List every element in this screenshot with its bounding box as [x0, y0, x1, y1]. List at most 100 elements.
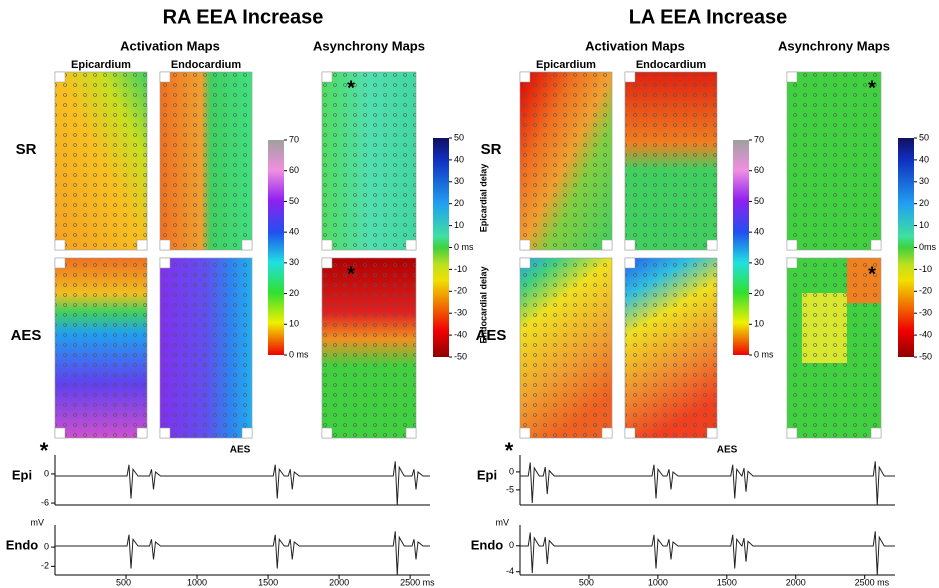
- colorbar-tick-label: -30: [454, 308, 467, 318]
- trace-label: Epi: [12, 467, 32, 482]
- electrode-grid: [624, 71, 718, 251]
- electrode-grid: [786, 257, 882, 439]
- colorbar-tick-label: 30: [919, 176, 929, 186]
- asterisk: *: [347, 263, 355, 285]
- row-label: SR: [16, 141, 37, 158]
- colorbar-tick-label: 30: [754, 257, 764, 267]
- activation-colorbar: [268, 140, 284, 355]
- colorbar-tick-label: 70: [289, 134, 299, 144]
- corner-blank: [54, 257, 66, 269]
- colorbar-tick-label: 10: [754, 319, 764, 329]
- electrode-grid: [786, 71, 882, 251]
- egm-trace: [55, 531, 430, 576]
- corner-blank: [405, 427, 417, 439]
- colorbar-tick-label: 40: [754, 227, 764, 237]
- colorbar-tick-label: 0 ms: [289, 349, 309, 359]
- corner-blank: [519, 257, 531, 269]
- delay-label: Endocardial delay: [478, 266, 488, 343]
- colorbar-tick-label: -10: [919, 264, 932, 274]
- corner-blank: [54, 71, 66, 83]
- corner-blank: [54, 427, 66, 439]
- y-tick-label: 0: [44, 541, 49, 551]
- column-label: Epicardium: [536, 59, 596, 71]
- trace-label: Epi: [477, 467, 497, 482]
- trace-annotation: AES: [717, 445, 738, 456]
- corner-blank: [519, 239, 531, 251]
- corner-blank: [624, 257, 636, 269]
- corner-blank: [870, 427, 882, 439]
- trace-label: Endo: [471, 537, 504, 552]
- colorbar-tick-label: 50: [454, 132, 464, 142]
- corner-blank: [601, 239, 613, 251]
- activation-colorbar: [733, 140, 749, 355]
- egm-trace: [520, 531, 895, 576]
- unit-label: mV: [31, 517, 45, 527]
- electrode-grid: [519, 257, 613, 439]
- x-tick-label: 500: [579, 577, 594, 587]
- colorbar-tick-label: 40: [919, 154, 929, 164]
- section-title: Activation Maps: [120, 38, 220, 53]
- colorbar-tick-label: 20: [754, 288, 764, 298]
- y-tick-label: 0: [44, 468, 49, 478]
- colorbar-tick-label: 20: [454, 198, 464, 208]
- corner-blank: [321, 71, 333, 83]
- colorbar-tick-label: -10: [454, 264, 467, 274]
- colorbar-tick-label: -50: [454, 351, 467, 361]
- y-tick-label: -6: [41, 497, 49, 507]
- unit-label: mV: [496, 517, 510, 527]
- colorbar-tick-label: -30: [919, 308, 932, 318]
- corner-blank: [159, 257, 171, 269]
- section-title: Activation Maps: [585, 38, 685, 53]
- corner-blank: [786, 257, 798, 269]
- electrode-grid: [321, 71, 417, 251]
- colorbar-tick-label: 20: [919, 198, 929, 208]
- electrode-grid: [159, 71, 253, 251]
- asterisk: *: [868, 263, 876, 285]
- section-title: Asynchrony Maps: [313, 38, 425, 53]
- corner-blank: [159, 239, 171, 251]
- corner-blank: [786, 71, 798, 83]
- x-tick-label: 2000: [329, 577, 349, 587]
- electrode-grid: [54, 257, 148, 439]
- trace-annotation: AES: [230, 445, 251, 456]
- corner-blank: [706, 427, 718, 439]
- colorbar-tick-label: 60: [289, 165, 299, 175]
- colorbar-tick-label: 30: [289, 257, 299, 267]
- asynchrony-colorbar: [433, 138, 449, 357]
- x-tick-label: 1000: [187, 577, 207, 587]
- corner-blank: [136, 239, 148, 251]
- corner-blank: [624, 71, 636, 83]
- egm-trace: [55, 461, 430, 506]
- x-tick-label: 2500 ms: [400, 577, 435, 587]
- colorbar-tick-label: 50: [289, 196, 299, 206]
- x-tick-label: 1500: [717, 577, 737, 587]
- row-label: AES: [476, 327, 507, 344]
- asterisk: *: [505, 438, 514, 463]
- x-tick-label: 2000: [786, 577, 806, 587]
- egm-trace: [520, 461, 895, 506]
- y-tick-label: -2: [41, 561, 49, 571]
- corner-blank: [54, 239, 66, 251]
- corner-blank: [786, 427, 798, 439]
- corner-blank: [870, 239, 882, 251]
- delay-label: Epicardial delay: [478, 164, 488, 233]
- corner-blank: [601, 427, 613, 439]
- corner-blank: [624, 427, 636, 439]
- corner-blank: [241, 239, 253, 251]
- colorbar-tick-label: -40: [454, 329, 467, 339]
- corner-blank: [519, 427, 531, 439]
- corner-blank: [159, 71, 171, 83]
- colorbar-tick-label: 30: [454, 176, 464, 186]
- colorbar-tick-label: 20: [289, 288, 299, 298]
- panel-title: RA EEA Increase: [163, 6, 324, 28]
- corner-blank: [241, 427, 253, 439]
- colorbar-tick-label: 40: [454, 154, 464, 164]
- panel-title: LA EEA Increase: [629, 6, 788, 28]
- corner-blank: [136, 427, 148, 439]
- corner-blank: [519, 71, 531, 83]
- colorbar-tick-label: 0ms: [919, 242, 937, 252]
- corner-blank: [706, 239, 718, 251]
- corner-blank: [624, 239, 636, 251]
- colorbar-tick-label: 40: [289, 227, 299, 237]
